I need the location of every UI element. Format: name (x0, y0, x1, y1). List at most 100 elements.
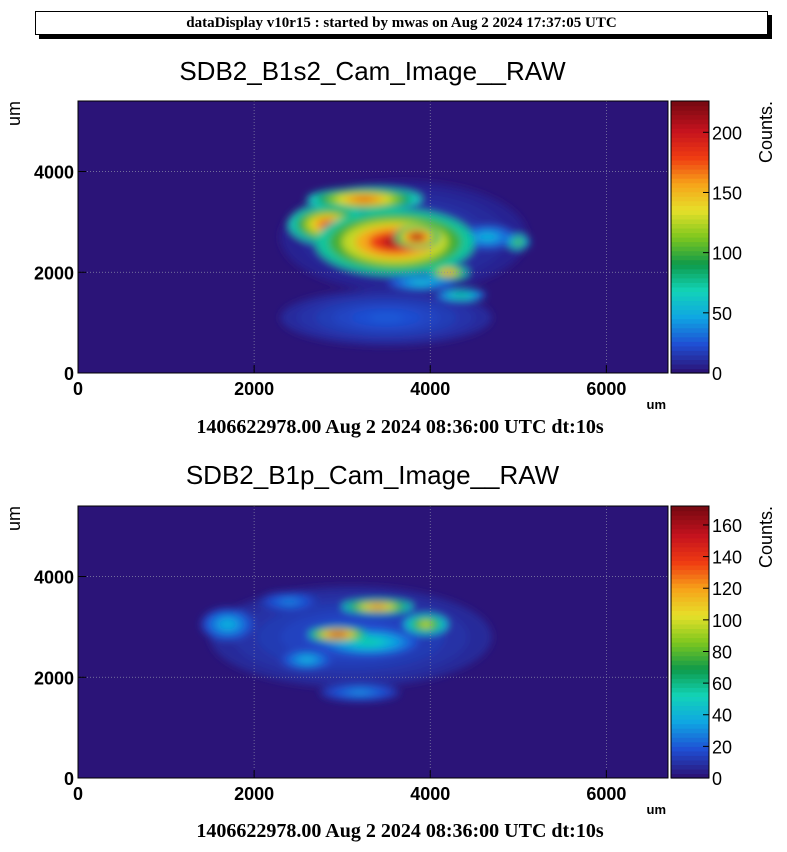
colorbar-swatch (671, 309, 709, 315)
colorbar-tick-label: 100 (712, 611, 742, 631)
colorbar-swatch (671, 237, 709, 243)
colorbar-swatch (671, 764, 709, 770)
colorbar-swatch (671, 332, 709, 338)
colorbar-swatch (671, 555, 709, 561)
colorbar-swatch (671, 687, 709, 693)
panel-2-timestamp: 1406622978.00 Aug 2 2024 08:36:00 UTC dt… (196, 820, 604, 842)
colorbar-swatch (671, 714, 709, 720)
intensity-blob (413, 235, 421, 239)
colorbar-swatch (671, 363, 709, 370)
colorbar-swatch (671, 746, 709, 752)
colorbar-swatch (671, 286, 709, 292)
colorbar-swatch (671, 155, 709, 161)
colorbar-swatch (671, 528, 709, 534)
colorbar-swatch (671, 187, 709, 193)
colorbar-swatch (671, 546, 709, 552)
colorbar-swatch (671, 123, 709, 129)
intensity-blob (415, 281, 428, 284)
colorbar-swatch (671, 651, 709, 657)
colorbar-swatch (671, 164, 709, 170)
colorbar-tick-label: 60 (712, 674, 732, 694)
colorbar-swatch (671, 327, 709, 333)
colorbar-swatch (671, 728, 709, 734)
colorbar-swatch (671, 300, 709, 306)
colorbar-swatch (671, 732, 709, 738)
plot-frame (77, 100, 669, 374)
panel-1-timestamp: 1406622978.00 Aug 2 2024 08:36:00 UTC dt… (196, 416, 604, 438)
colorbar-swatch (671, 264, 709, 270)
colorbar-swatch (671, 737, 709, 743)
colorbar-swatch (671, 755, 709, 761)
colorbar-swatch (671, 368, 709, 374)
colorbar-swatch (671, 741, 709, 747)
colorbar-swatch (671, 255, 709, 261)
intensity-blob (422, 622, 430, 627)
y-axis-label: um (4, 101, 24, 126)
colorbar-swatch (671, 314, 709, 320)
colorbar-tick-label: 80 (712, 642, 732, 662)
colorbar-swatch (671, 336, 709, 342)
panel-2-title: SDB2_B1p_Cam_Image__RAW (185, 460, 560, 490)
colorbar-swatch (671, 705, 709, 711)
colorbar-swatch (671, 114, 709, 120)
colorbar-frame (670, 505, 710, 779)
colorbar-swatch (671, 524, 709, 530)
colorbar-swatch (671, 132, 709, 138)
colorbar-swatch (671, 623, 709, 629)
colorbar-swatch (671, 250, 709, 256)
colorbar-swatch (671, 700, 709, 707)
colorbar-swatch (671, 696, 709, 702)
colorbar-tick-label: 120 (712, 579, 742, 599)
colorbar-swatch (671, 682, 709, 688)
colorbar-tick-label: 100 (712, 244, 742, 264)
colorbar-swatch (671, 515, 709, 521)
intensity-blob (516, 240, 521, 244)
colorbar-label: Counts. (756, 101, 776, 163)
x-tick-label: 0 (73, 379, 83, 399)
colorbar-swatch (671, 305, 709, 311)
colorbar-swatch (671, 601, 709, 607)
colorbar-swatch (671, 196, 709, 202)
plot-frame (77, 505, 669, 779)
colorbar-swatch (671, 506, 709, 512)
header-banner: dataDisplay v10r15 : started by mwas on … (35, 11, 768, 35)
colorbar-swatch (671, 759, 709, 765)
intensity-blob (353, 690, 367, 694)
x-tick-label: 4000 (410, 784, 450, 804)
colorbar-swatch (671, 227, 709, 234)
colorbar-swatch (671, 350, 709, 356)
colorbar-swatch (671, 277, 709, 283)
colorbar-swatch (671, 159, 709, 166)
colorbar-swatch (671, 723, 709, 729)
colorbar-label: Counts. (756, 506, 776, 568)
colorbar-swatch (671, 345, 709, 351)
colorbar-tick-label: 40 (712, 706, 732, 726)
colorbar-swatch (671, 354, 709, 360)
colorbar-swatch (671, 587, 709, 593)
colorbar-swatch (671, 191, 709, 197)
colorbar-swatch (671, 574, 709, 580)
colorbar-swatch (671, 232, 709, 238)
colorbar-swatch (671, 610, 709, 616)
y-tick-label: 2000 (34, 263, 74, 283)
colorbar-swatch (671, 569, 709, 575)
colorbar-swatch (671, 655, 709, 661)
colorbar-swatch (671, 632, 709, 639)
y-axis-label: um (4, 506, 24, 531)
intensity-blob (360, 639, 377, 645)
colorbar-swatch (671, 691, 709, 697)
colorbar-swatch (671, 646, 709, 652)
colorbar-swatch (671, 750, 709, 756)
colorbar-tick-label: 50 (712, 304, 732, 324)
colorbar-swatch (671, 169, 709, 175)
colorbar-swatch (671, 510, 709, 516)
intensity-blob (284, 600, 295, 604)
intensity-blob (368, 312, 404, 323)
colorbar-swatch (671, 619, 709, 625)
colorbar-tick-label: 0 (712, 769, 722, 789)
colorbar-swatch (671, 178, 709, 184)
y-tick-label: 4000 (34, 568, 74, 588)
colorbar-swatch (671, 291, 709, 297)
x-tick-label: 0 (73, 784, 83, 804)
